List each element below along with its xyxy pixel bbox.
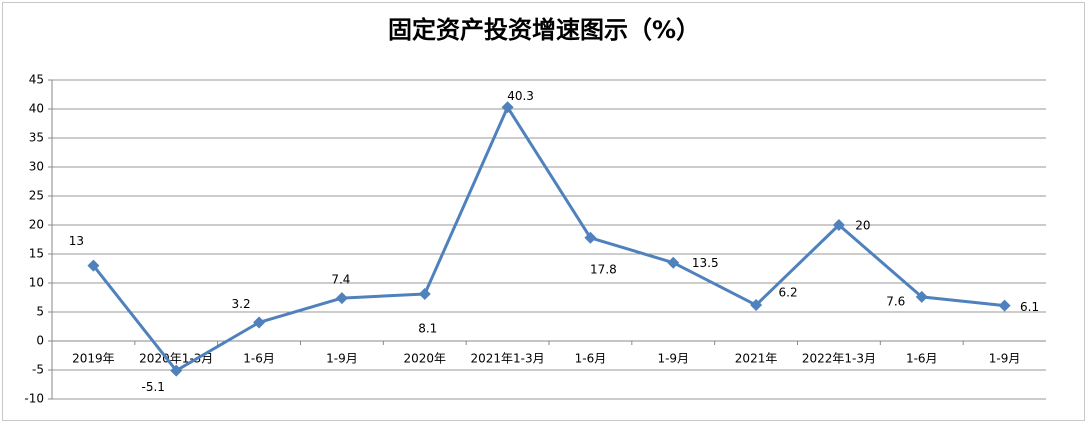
data-marker: [253, 316, 266, 329]
y-tick-label: 10: [29, 276, 44, 290]
data-label: 6.1: [1020, 300, 1039, 314]
x-tick-label: 1-6月: [906, 352, 938, 366]
x-tick-label: 1-9月: [989, 352, 1021, 366]
x-tick-label: 1-9月: [326, 352, 358, 366]
y-tick-label: 25: [29, 189, 44, 203]
data-label: 7.4: [331, 273, 350, 287]
x-tick-label: 1-6月: [575, 352, 607, 366]
data-marker: [87, 259, 100, 272]
x-tick-label: 2022年1-3月: [802, 352, 876, 366]
x-tick-label: 2021年1-3月: [471, 352, 545, 366]
x-tick-label: 1-6月: [243, 352, 275, 366]
data-marker: [915, 290, 928, 303]
y-tick-label: 40: [29, 102, 44, 116]
data-marker: [170, 364, 183, 377]
y-tick-label: 35: [29, 131, 44, 145]
data-line: [92, 105, 1005, 373]
y-tick-label: 15: [29, 247, 44, 261]
data-label: 8.1: [418, 322, 437, 336]
x-tick-label: 2021年: [735, 352, 778, 366]
data-label: -5.1: [142, 380, 165, 394]
data-label: 3.2: [232, 297, 251, 311]
data-marker: [832, 219, 845, 231]
data-marker: [335, 292, 348, 305]
data-label: 17.8: [590, 262, 617, 276]
data-marker: [998, 299, 1011, 312]
y-tick-label: 5: [36, 305, 44, 319]
x-tick-label: 2019年: [72, 352, 115, 366]
data-label: 13.5: [692, 256, 719, 270]
data-label: 40.3: [507, 89, 534, 103]
data-marker: [584, 231, 597, 244]
y-tick-label: 20: [29, 218, 44, 232]
data-label: 13: [69, 234, 84, 248]
data-label: 7.6: [886, 294, 905, 308]
x-tick-label: 2020年: [403, 352, 446, 366]
y-tick-label: -10: [24, 392, 44, 406]
chart-title: 固定资产投资增速图示（%）: [388, 16, 700, 44]
y-tick-label: 30: [29, 160, 44, 174]
y-tick-label: 0: [36, 334, 44, 348]
y-tick-label: -5: [32, 363, 44, 377]
y-tick-label: 45: [29, 73, 44, 87]
data-label: 6.2: [779, 286, 798, 300]
data-marker: [750, 299, 763, 312]
data-marker: [667, 256, 680, 269]
data-marker: [501, 101, 514, 114]
x-tick-label: 2020年1-3月: [139, 352, 213, 366]
data-marker: [418, 288, 431, 301]
data-label: 20: [855, 219, 870, 233]
x-tick-label: 1-9月: [657, 352, 689, 366]
